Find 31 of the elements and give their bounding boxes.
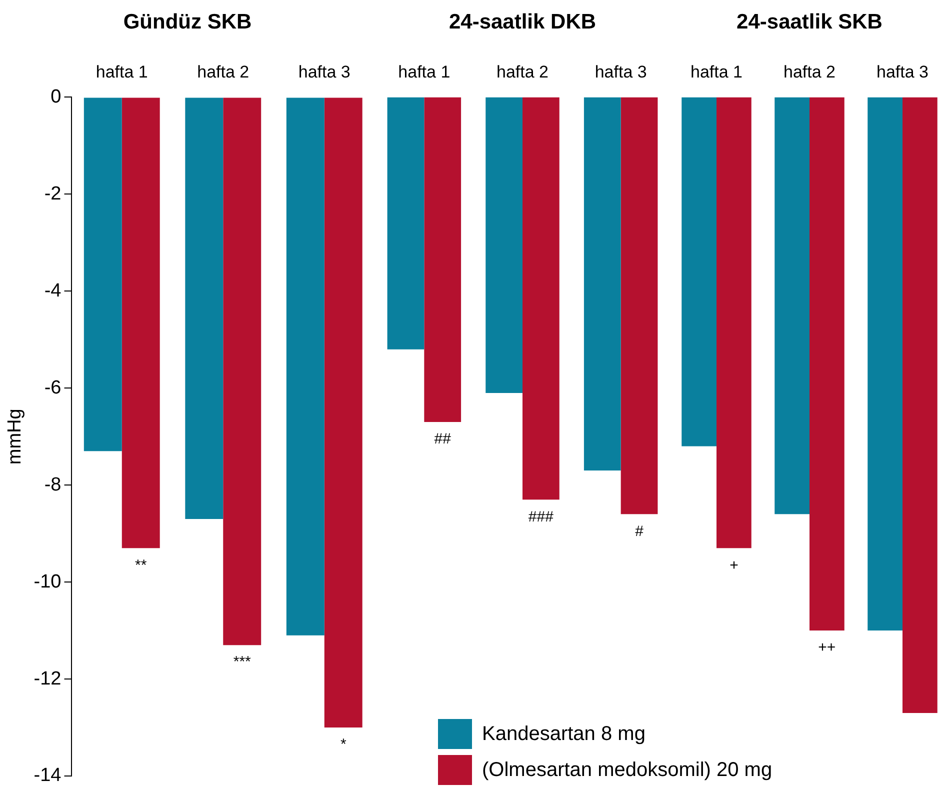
- x-tick-label: hafta 2: [784, 62, 836, 82]
- y-tick-label: 0: [50, 86, 62, 108]
- y-tick-label: -6: [44, 377, 62, 398]
- chart-title: Gündüz SKB: [123, 10, 252, 34]
- annotation: +: [730, 556, 739, 574]
- annotation: ###: [528, 508, 554, 526]
- y-tick-label: -12: [34, 668, 62, 690]
- annotation: ##: [434, 430, 452, 448]
- x-tick-label: hafta 2: [496, 62, 548, 82]
- x-tick-label: hafta 1: [96, 62, 148, 82]
- legend-label: Kandesartan 8 mg: [482, 722, 646, 746]
- y-tick-label: -8: [44, 474, 62, 496]
- y-tick-label: -10: [34, 571, 62, 592]
- y-tick-label: -2: [44, 183, 62, 204]
- x-tick-label: hafta 2: [197, 62, 250, 82]
- x-tick-label: hafta 1: [690, 62, 742, 82]
- y-axis-title: mmHg: [4, 408, 26, 465]
- chart-title: 24-saatlik DKB: [448, 10, 596, 34]
- x-tick-label: hafta 1: [398, 62, 450, 82]
- annotation: **: [135, 556, 147, 574]
- x-tick-label: hafta 3: [594, 62, 647, 82]
- annotation: ++: [818, 639, 836, 656]
- y-tick-label: -4: [44, 280, 62, 302]
- chart-title: 24-saatlik SKB: [736, 10, 882, 34]
- x-tick-label: hafta 3: [298, 62, 350, 82]
- x-tick-label: hafta 3: [876, 62, 928, 82]
- annotation: ***: [233, 654, 252, 671]
- legend-label: (Olmesartan medoksomil) 20 mg: [482, 758, 772, 782]
- annotation: #: [635, 522, 644, 540]
- annotation: *: [340, 736, 346, 754]
- y-tick-label: -14: [34, 765, 62, 786]
